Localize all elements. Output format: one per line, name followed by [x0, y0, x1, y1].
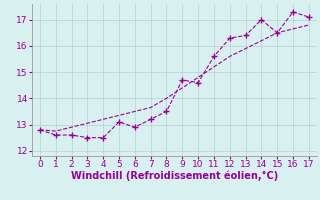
- X-axis label: Windchill (Refroidissement éolien,°C): Windchill (Refroidissement éolien,°C): [71, 171, 278, 181]
